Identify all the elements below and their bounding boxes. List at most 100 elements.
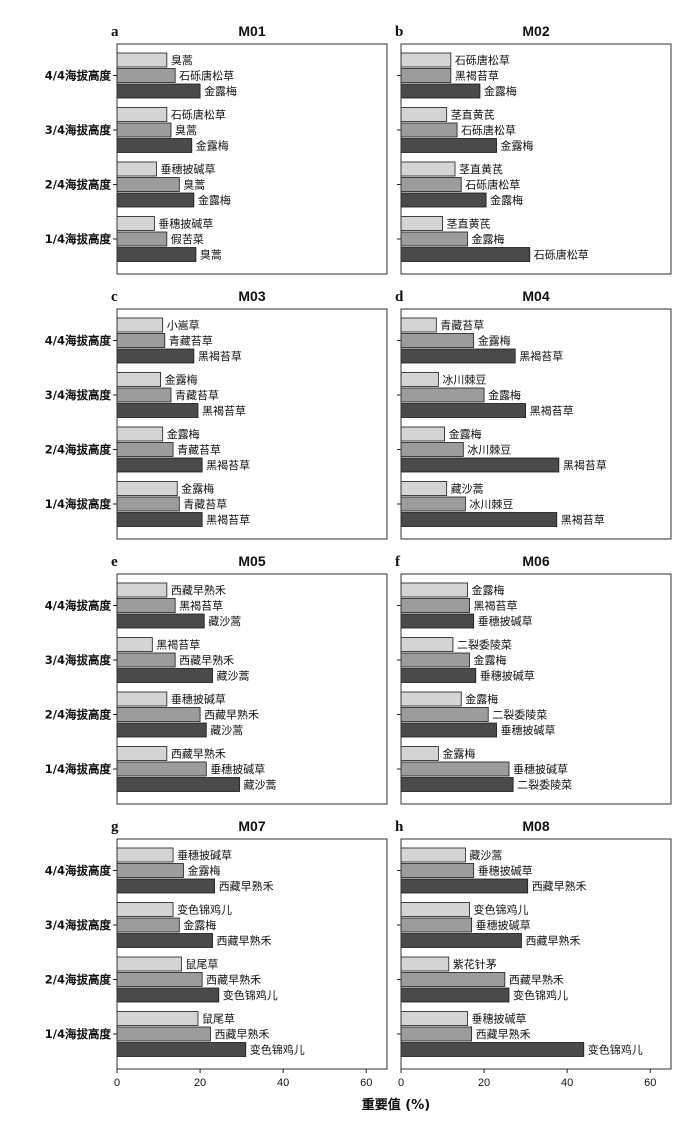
bar bbox=[116, 746, 168, 761]
bar bbox=[400, 1011, 468, 1026]
bar bbox=[400, 457, 560, 473]
bar bbox=[116, 707, 201, 722]
bar-label: 垂穗披碱草 bbox=[476, 918, 531, 932]
bar bbox=[116, 878, 216, 894]
bar bbox=[400, 761, 510, 777]
bar bbox=[116, 613, 205, 629]
bar-label: 二裂委陵菜 bbox=[492, 709, 547, 722]
bar bbox=[400, 847, 466, 863]
bar bbox=[400, 372, 439, 387]
bar bbox=[400, 177, 462, 192]
bar bbox=[400, 426, 446, 442]
bar-label: 金露梅 bbox=[471, 232, 504, 246]
panel-label: f bbox=[395, 554, 401, 570]
bar-label: 黑褐苔草 bbox=[563, 458, 607, 472]
plot-frame bbox=[400, 308, 672, 540]
panel-M07: g M074/4海拔高度垂穗披碱草金露梅西藏早熟禾3/4海拔高度变色锦鸡儿金露梅西… bbox=[45, 818, 388, 1089]
bar-label: 黑褐苔草 bbox=[474, 599, 518, 613]
bar bbox=[116, 972, 203, 987]
bar-label: 臭蒿 bbox=[200, 248, 222, 262]
bar bbox=[400, 668, 477, 683]
bar-label: 金露梅 bbox=[183, 918, 216, 932]
x-tick-label: 0 bbox=[114, 1077, 120, 1089]
bar bbox=[116, 863, 184, 878]
bar bbox=[400, 637, 454, 652]
bar-label: 鼠尾草 bbox=[185, 957, 218, 971]
bar bbox=[400, 582, 468, 598]
bar-label: 金露梅 bbox=[198, 193, 231, 207]
bar-label: 变色锦鸡儿 bbox=[177, 903, 232, 917]
bar bbox=[116, 598, 176, 613]
bar bbox=[400, 777, 514, 792]
bar bbox=[116, 652, 176, 668]
bar bbox=[400, 52, 452, 68]
bar-label: 变色锦鸡儿 bbox=[474, 903, 529, 917]
bar bbox=[116, 177, 180, 192]
bar-label: 变色锦鸡儿 bbox=[223, 988, 278, 1002]
bar-label: 垂穗披碱草 bbox=[501, 723, 556, 737]
bar bbox=[400, 598, 470, 613]
bar-label: 垂穗披碱草 bbox=[177, 848, 232, 862]
panel-M06: f M06金露梅黑褐苔草垂穗披碱草二裂委陵菜金露梅垂穗披碱草金露梅二裂委陵菜垂穗披… bbox=[395, 553, 672, 805]
bar bbox=[116, 637, 153, 652]
panel-title: M01 bbox=[238, 23, 265, 39]
bar bbox=[116, 442, 174, 457]
plot-frame bbox=[400, 43, 672, 275]
bar-label: 茎直黄芪 bbox=[451, 108, 495, 122]
bar-label: 西藏早熟禾 bbox=[206, 973, 261, 987]
bar bbox=[116, 1026, 211, 1042]
bar bbox=[116, 987, 220, 1003]
bar bbox=[400, 387, 485, 403]
bar-label: 冰川棘豆 bbox=[469, 498, 513, 511]
bar bbox=[400, 122, 458, 138]
y-category-label: 1/4海拔高度 bbox=[45, 1027, 112, 1041]
bar-label: 石砾唐松草 bbox=[534, 248, 589, 262]
bar-label: 臭蒿 bbox=[175, 123, 197, 137]
bar-label: 黑褐苔草 bbox=[561, 513, 605, 527]
bar-label: 青藏苔草 bbox=[175, 388, 219, 402]
bar bbox=[116, 777, 240, 792]
bar-label: 垂穗披碱草 bbox=[160, 162, 215, 176]
bar bbox=[400, 333, 475, 348]
bar-label: 茎直黄芪 bbox=[447, 217, 491, 231]
bar bbox=[400, 746, 439, 761]
bar bbox=[116, 372, 162, 387]
bar bbox=[400, 863, 475, 878]
bar bbox=[116, 956, 182, 972]
bar bbox=[116, 83, 201, 99]
bar bbox=[400, 442, 464, 457]
bar bbox=[116, 512, 203, 527]
bar bbox=[116, 457, 203, 473]
bar-label: 金露梅 bbox=[490, 193, 523, 207]
y-category-label: 3/4海拔高度 bbox=[45, 918, 112, 932]
panel-title: M07 bbox=[238, 818, 265, 834]
bar-label: 藏沙蒿 bbox=[208, 615, 241, 628]
panel-M02: b M02石砾唐松草黑褐苔草金露梅茎直黄芪石砾唐松草金露梅茎直黄芪石砾唐松草金露梅… bbox=[395, 23, 672, 275]
bar bbox=[116, 68, 176, 83]
panel-M05: e M054/4海拔高度西藏早熟禾黑褐苔草藏沙蒿3/4海拔高度黑褐苔草西藏早熟禾藏… bbox=[45, 553, 388, 805]
bar bbox=[116, 333, 166, 348]
y-category-label: 3/4海拔高度 bbox=[45, 388, 112, 402]
bar-label: 西藏早熟禾 bbox=[509, 973, 564, 987]
bar-label: 金露梅 bbox=[471, 583, 504, 597]
bar-label: 茎直黄芪 bbox=[459, 162, 503, 176]
x-tick-label: 40 bbox=[277, 1077, 289, 1089]
bar-label: 藏沙蒿 bbox=[210, 724, 243, 737]
y-category-label: 3/4海拔高度 bbox=[45, 653, 112, 667]
bar bbox=[116, 403, 199, 418]
bar bbox=[116, 691, 168, 707]
bar bbox=[400, 652, 470, 668]
y-category-label: 4/4海拔高度 bbox=[45, 69, 112, 83]
bar bbox=[400, 972, 506, 987]
bar-label: 金露梅 bbox=[204, 84, 237, 98]
bar-label: 鼠尾草 bbox=[202, 1012, 235, 1026]
x-tick-label: 40 bbox=[561, 1077, 573, 1089]
bar-label: 垂穗披碱草 bbox=[158, 217, 213, 231]
bar-label: 臭蒿 bbox=[171, 53, 193, 67]
bar bbox=[400, 1026, 473, 1042]
bar bbox=[116, 933, 213, 948]
bar-label: 垂穗披碱草 bbox=[513, 762, 568, 776]
x-tick-label: 0 bbox=[398, 1077, 404, 1089]
bar-label: 黑褐苔草 bbox=[455, 69, 499, 83]
bar bbox=[116, 847, 174, 863]
